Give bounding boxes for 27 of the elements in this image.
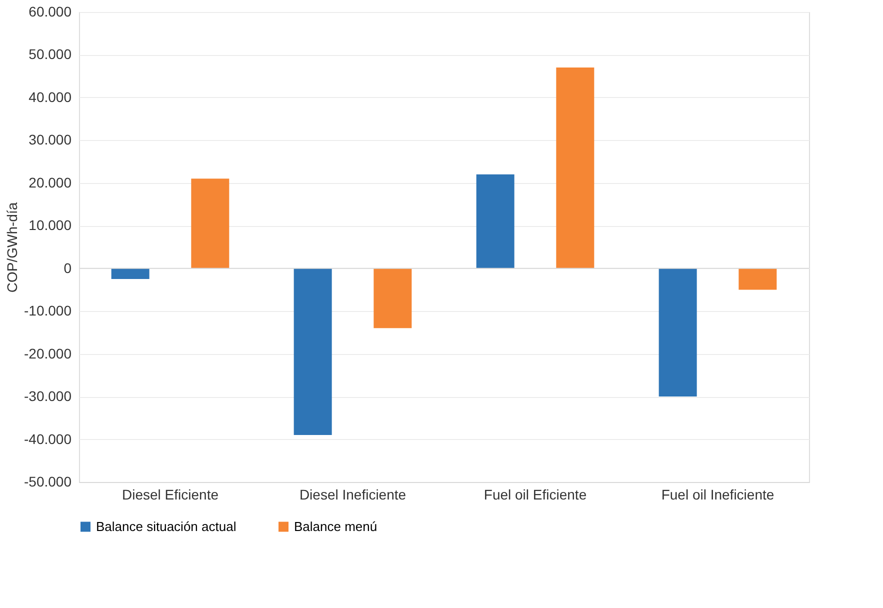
- y-tick-label: 50.000: [28, 46, 72, 62]
- bar: [556, 68, 594, 268]
- y-tick-label: -50.000: [24, 474, 72, 490]
- legend-label: Balance situación actual: [96, 518, 236, 534]
- x-tick-label: Diesel Ineficiente: [299, 486, 406, 502]
- y-tick-label: -10.000: [24, 302, 72, 319]
- y-tick-label: 30.000: [28, 132, 72, 148]
- x-tick-label: Diesel Eficiente: [122, 486, 219, 502]
- bar: [111, 268, 150, 280]
- y-tick-label: 0: [64, 260, 72, 276]
- y-axis-title: COP/GWh-día: [4, 202, 20, 293]
- y-tick-label: -20.000: [24, 345, 72, 362]
- bar: [476, 174, 514, 268]
- bar: [738, 268, 777, 290]
- x-tick-label: Fuel oil Eficiente: [484, 486, 587, 502]
- bar: [191, 178, 230, 268]
- bar: [658, 268, 697, 397]
- legend-label: Balance menú: [294, 518, 378, 534]
- y-tick-label: 60.000: [28, 4, 72, 20]
- y-tick-label: 10.000: [28, 217, 72, 234]
- bar: [374, 268, 412, 328]
- x-tick-label: Fuel oil Ineficiente: [661, 486, 774, 502]
- y-tick-label: 40.000: [28, 88, 72, 105]
- y-tick-label: -40.000: [24, 430, 72, 447]
- y-tick-label: 20.000: [28, 174, 72, 190]
- y-tick-label: -30.000: [24, 388, 72, 404]
- bar: [294, 268, 332, 435]
